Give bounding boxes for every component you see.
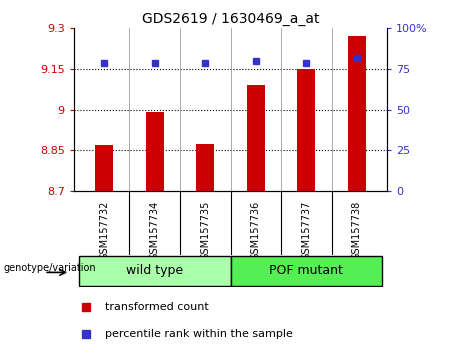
Text: GSM157738: GSM157738 <box>352 201 362 260</box>
Text: GSM157736: GSM157736 <box>251 201 261 260</box>
Bar <box>95 145 113 191</box>
Bar <box>146 113 164 191</box>
Bar <box>348 36 366 191</box>
Text: transformed count: transformed count <box>105 302 209 312</box>
Text: GSM157734: GSM157734 <box>150 201 160 260</box>
Text: genotype/variation: genotype/variation <box>4 263 96 273</box>
Title: GDS2619 / 1630469_a_at: GDS2619 / 1630469_a_at <box>142 12 319 26</box>
Text: GSM157737: GSM157737 <box>301 201 311 260</box>
Text: POF mutant: POF mutant <box>269 264 343 277</box>
Bar <box>196 144 214 191</box>
FancyBboxPatch shape <box>79 256 230 286</box>
Bar <box>297 69 315 191</box>
Text: GSM157735: GSM157735 <box>200 201 210 260</box>
Text: percentile rank within the sample: percentile rank within the sample <box>105 329 293 339</box>
Text: wild type: wild type <box>126 264 183 277</box>
Bar <box>247 85 265 191</box>
Text: GSM157732: GSM157732 <box>99 201 109 260</box>
FancyBboxPatch shape <box>230 256 382 286</box>
